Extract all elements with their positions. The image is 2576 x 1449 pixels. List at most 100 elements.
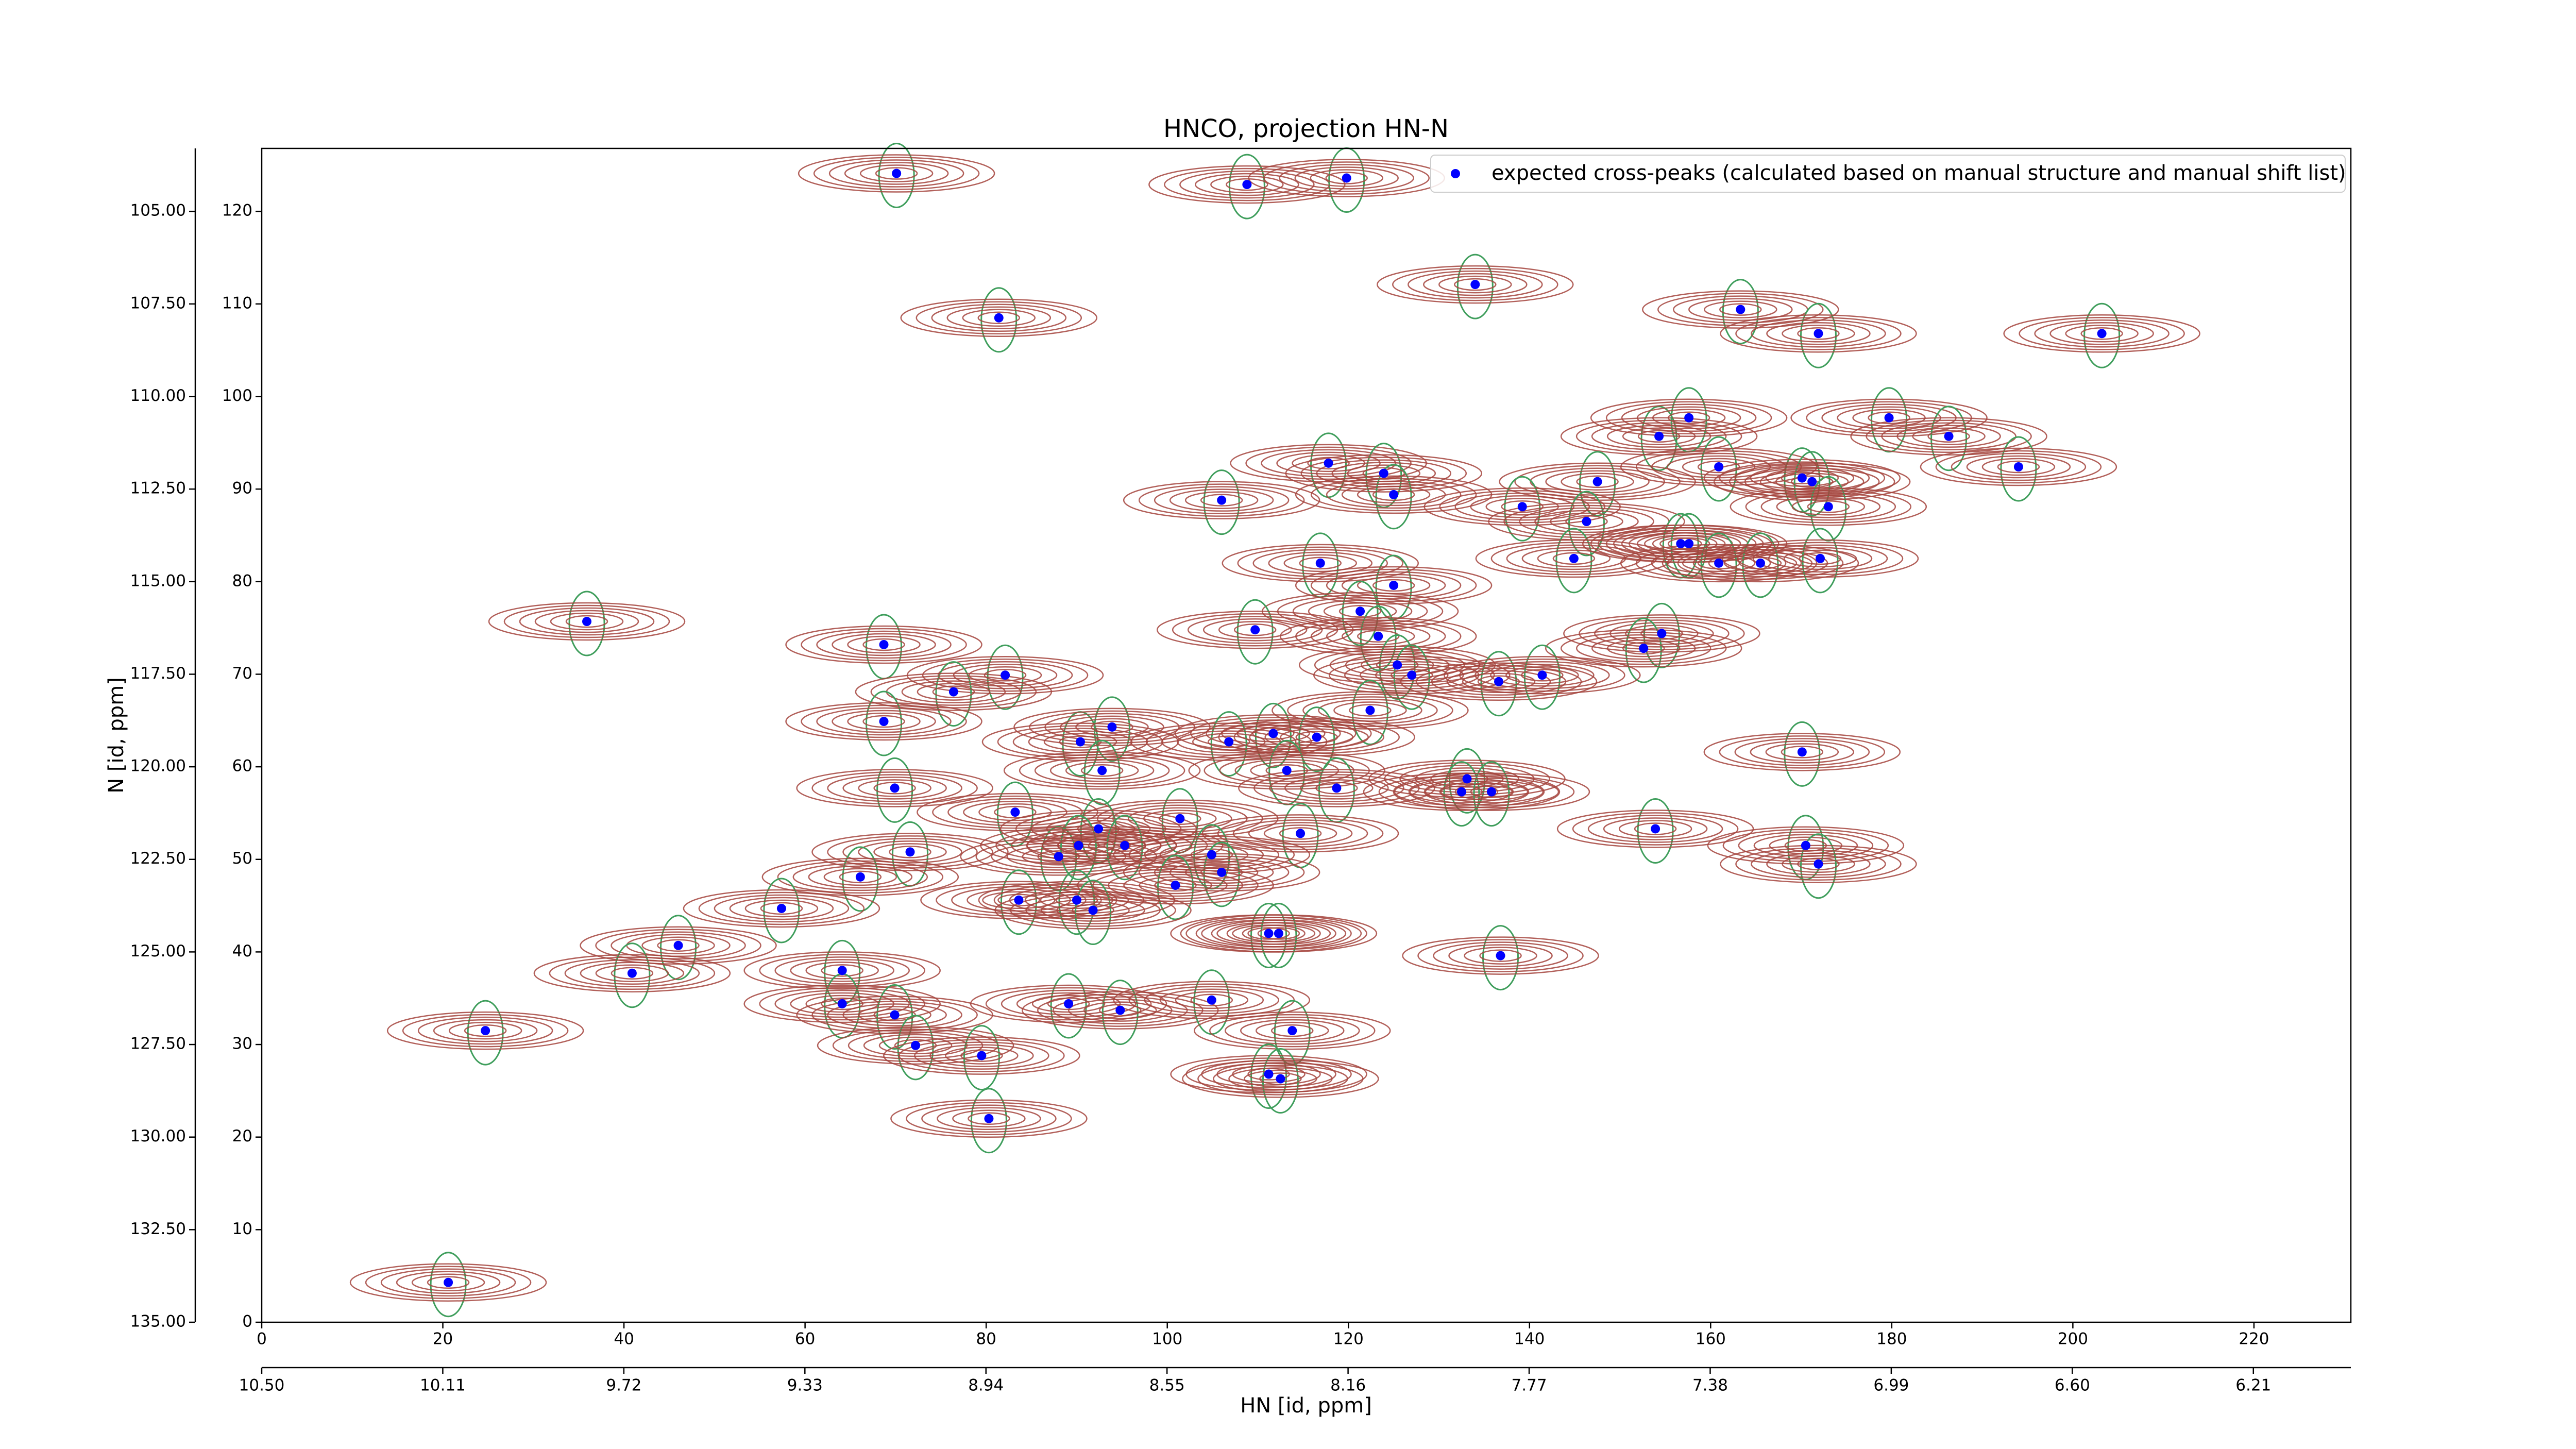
cross-peak <box>837 966 847 975</box>
cross-peak <box>1456 787 1466 797</box>
x-tick-label: 140 <box>1514 1330 1545 1349</box>
contour <box>1264 726 1369 749</box>
contour <box>1302 696 1438 724</box>
cross-peak <box>1264 1069 1274 1079</box>
cross-peak <box>1582 517 1591 527</box>
contour <box>1190 993 1233 1007</box>
contour <box>1218 620 1292 639</box>
contour <box>1433 941 1568 970</box>
contour <box>1190 717 1357 750</box>
contour <box>1666 455 1771 479</box>
contour <box>1912 427 1986 445</box>
contour <box>396 1271 501 1294</box>
contour <box>1775 473 1849 491</box>
contour <box>1797 327 1840 340</box>
y-tick-label: 70 <box>232 664 252 683</box>
contour <box>1439 780 1544 803</box>
contour <box>982 891 1056 909</box>
cross-peak <box>1332 783 1342 793</box>
y-tick-label: 100 <box>222 386 252 405</box>
contour <box>1269 774 1404 802</box>
contour <box>1123 873 1228 897</box>
contour <box>2065 325 2139 343</box>
contour <box>1003 751 1201 790</box>
x-tick-label: 60 <box>795 1330 815 1349</box>
cross-peak <box>1814 859 1823 869</box>
cross-peak <box>1714 462 1724 472</box>
contour <box>1154 486 1290 514</box>
cross-peak <box>1651 824 1660 834</box>
cross-peak <box>1217 867 1227 877</box>
cross-peak <box>1389 580 1399 590</box>
contour <box>1225 1016 1360 1045</box>
contour <box>1621 529 1757 558</box>
contour <box>1207 735 1250 748</box>
contour <box>1130 722 1328 761</box>
contour <box>1590 398 1788 437</box>
contour <box>1519 507 1654 536</box>
contour <box>1203 841 1240 907</box>
contour <box>1734 738 1870 766</box>
contour <box>792 863 928 891</box>
contour <box>1550 512 1623 531</box>
y-tick-label: 40 <box>232 942 252 961</box>
contour <box>1310 478 1477 512</box>
contour <box>1791 498 1866 516</box>
contour <box>1106 815 1143 881</box>
y2-tick-label: 122.50 <box>130 849 186 868</box>
contour <box>1180 914 1378 953</box>
contour <box>1211 919 1347 948</box>
contour <box>1034 756 1170 785</box>
contour <box>1195 173 1299 196</box>
cross-peak <box>1296 829 1306 838</box>
cross-peak <box>1282 766 1292 776</box>
cross-peak <box>1814 329 1823 339</box>
cross-peak <box>1470 280 1480 290</box>
cross-peak <box>1242 180 1252 190</box>
contour <box>1545 470 1650 494</box>
contour <box>1759 470 1865 494</box>
contour <box>1250 1043 1287 1109</box>
cross-peak <box>1171 881 1180 890</box>
contour <box>932 685 975 698</box>
cross-peak <box>1075 737 1085 747</box>
x2-tick-label: 9.72 <box>606 1376 641 1395</box>
x-tick-label: 20 <box>433 1330 453 1349</box>
contour <box>729 897 834 920</box>
contour <box>1219 756 1354 785</box>
contour <box>1338 605 1382 618</box>
x2-tick-label: 10.11 <box>420 1376 466 1395</box>
contour <box>430 1252 467 1318</box>
contour <box>1001 989 1137 1018</box>
contour <box>1237 546 1403 580</box>
contour <box>1703 459 1901 497</box>
contour <box>1378 775 1545 808</box>
contour <box>2000 436 2037 502</box>
cross-peak <box>911 1040 921 1050</box>
contour <box>1099 1004 1142 1017</box>
contour <box>1244 1070 1317 1088</box>
contour <box>1482 925 1519 991</box>
contour <box>963 1025 1000 1091</box>
contour <box>1349 704 1392 717</box>
y2-tick-label: 130.00 <box>130 1127 186 1145</box>
contour <box>1050 973 1087 1039</box>
contour <box>960 1049 1003 1062</box>
contour <box>921 1104 1057 1133</box>
contour <box>1720 314 1917 353</box>
contour <box>774 956 910 985</box>
cross-peak <box>1324 458 1333 468</box>
contour <box>801 628 967 662</box>
contour <box>994 805 1037 819</box>
contour <box>785 702 982 741</box>
contour <box>1310 568 1477 602</box>
contour <box>1473 761 1510 827</box>
contour <box>549 956 716 990</box>
y-tick-label: 110 <box>222 294 252 312</box>
contour <box>1800 833 1837 899</box>
contour <box>980 287 1018 353</box>
contour <box>1545 629 1742 668</box>
contour <box>847 712 921 731</box>
contour <box>1464 947 1537 965</box>
cross-peak <box>582 617 592 627</box>
